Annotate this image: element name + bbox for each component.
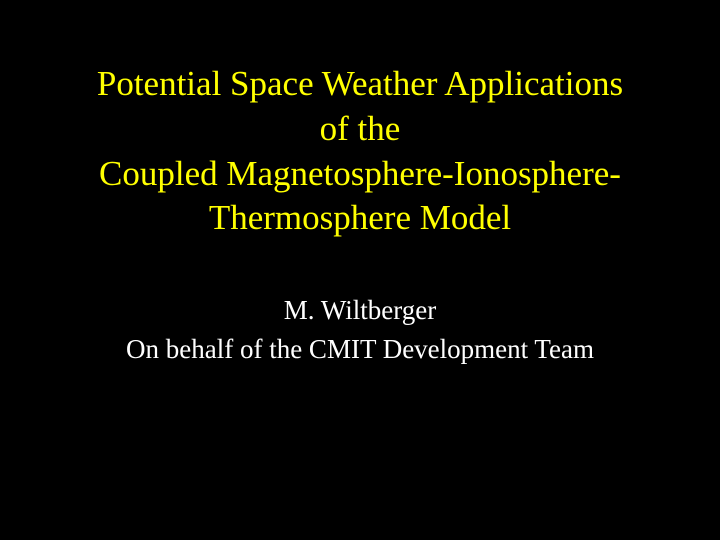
author-line-2: On behalf of the CMIT Development Team [126, 330, 594, 369]
title-line-3: Coupled Magnetosphere-Ionosphere- [97, 152, 623, 197]
title-line-4: Thermosphere Model [97, 196, 623, 241]
title-line-1: Potential Space Weather Applications [97, 62, 623, 107]
slide-author: M. Wiltberger On behalf of the CMIT Deve… [126, 291, 594, 369]
title-line-2: of the [97, 107, 623, 152]
author-line-1: M. Wiltberger [126, 291, 594, 330]
slide-title: Potential Space Weather Applications of … [57, 62, 663, 241]
